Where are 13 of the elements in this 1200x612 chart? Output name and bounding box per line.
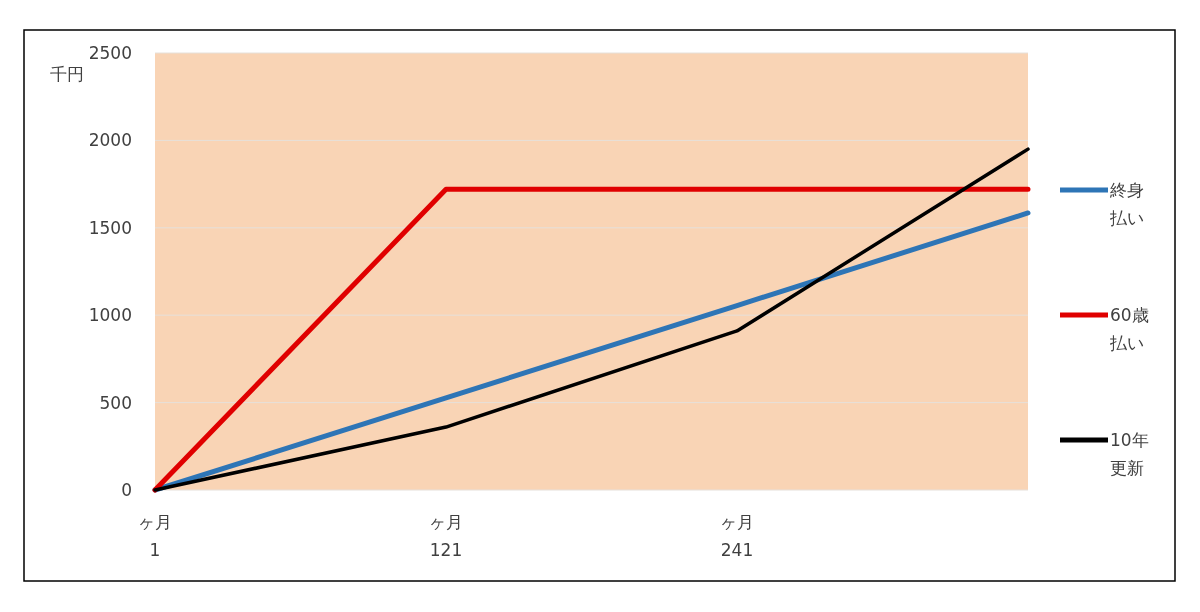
x-tick-label: ヶ月 241 <box>720 512 754 560</box>
y-tick-label: 1000 <box>88 305 132 326</box>
legend-label: 終身払い <box>1109 180 1144 228</box>
y-tick-label: 500 <box>99 392 132 413</box>
y-tick-label: 0 <box>121 480 132 500</box>
x-tick-label: ヶ月 1 <box>138 512 172 560</box>
y-tick-label: 2000 <box>88 130 132 151</box>
y-axis-title: 千円 <box>50 64 84 84</box>
x-tick-label: ヶ月 121 <box>429 512 463 560</box>
legend-label: 60歳払い <box>1109 305 1149 353</box>
y-tick-label: 2500 <box>88 43 132 63</box>
legend-label: 10年更新 <box>1110 430 1149 478</box>
y-tick-label: 1500 <box>88 217 132 238</box>
